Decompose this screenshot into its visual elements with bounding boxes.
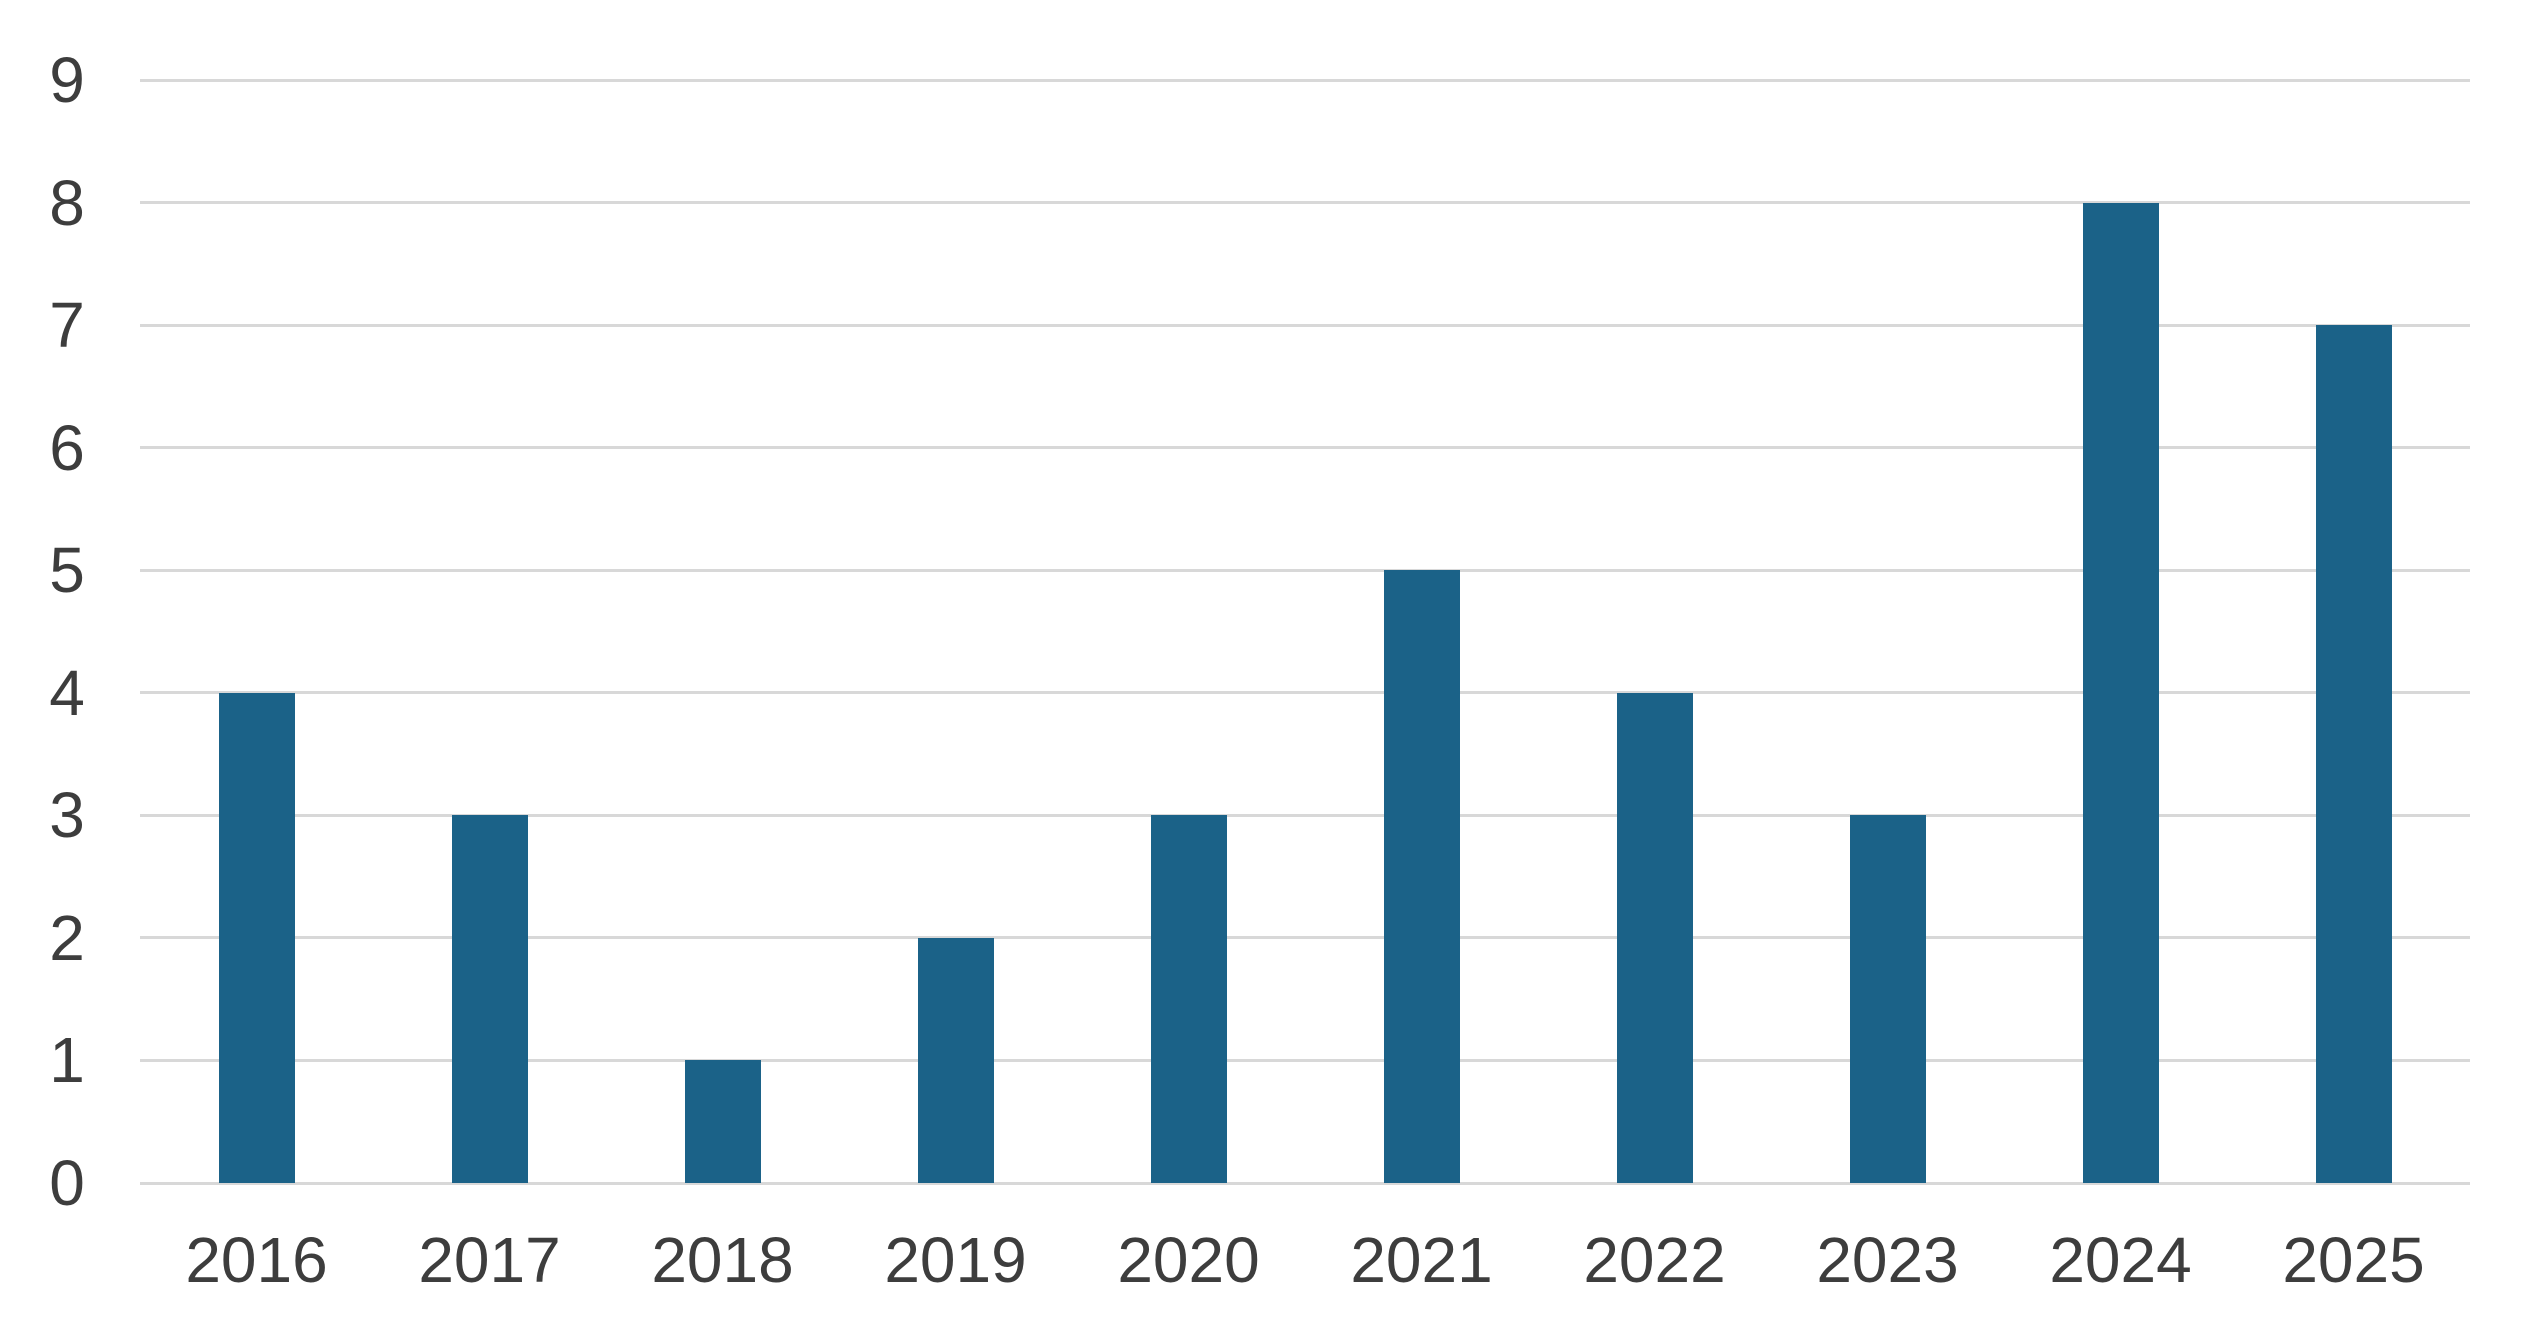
bar-2016[interactable] — [218, 692, 295, 1183]
bar-2024[interactable] — [2082, 202, 2159, 1183]
y-tick-label-6: 6 — [49, 411, 85, 484]
x-tick-label-2024: 2024 — [2049, 1224, 2192, 1296]
x-tick-label-2017: 2017 — [418, 1224, 561, 1296]
x-tick-label-2023: 2023 — [1816, 1224, 1959, 1296]
bar-2019[interactable] — [917, 937, 994, 1183]
x-tick-label-2019: 2019 — [884, 1224, 1027, 1296]
gridline-y-2 — [140, 936, 2470, 940]
y-tick-label-9: 9 — [49, 44, 85, 116]
x-tick-label-2025: 2025 — [2282, 1224, 2425, 1296]
y-tick-label-8: 8 — [49, 166, 85, 239]
gridline-y-8 — [140, 201, 2470, 205]
bar-2022[interactable] — [1616, 692, 1693, 1183]
bar-2018[interactable] — [684, 1060, 761, 1183]
gridline-y-6 — [140, 446, 2470, 450]
bar-2017[interactable] — [451, 815, 528, 1183]
x-tick-label-2021: 2021 — [1350, 1224, 1493, 1296]
bar-2021[interactable] — [1383, 570, 1460, 1183]
gridline-y-7 — [140, 323, 2470, 327]
gridline-y-9 — [140, 78, 2470, 82]
y-tick-label-3: 3 — [49, 779, 85, 852]
y-tick-label-7: 7 — [49, 289, 85, 362]
y-tick-label-4: 4 — [49, 656, 85, 729]
bar-2020[interactable] — [1150, 815, 1227, 1183]
gridline-y-3 — [140, 813, 2470, 817]
gridline-y-5 — [140, 568, 2470, 572]
gridline-y-1 — [140, 1058, 2470, 1062]
y-tick-label-0: 0 — [49, 1147, 85, 1219]
y-tick-label-1: 1 — [49, 1024, 85, 1097]
bar-2023[interactable] — [1849, 815, 1926, 1183]
x-tick-label-2016: 2016 — [185, 1224, 328, 1296]
x-tick-label-2022: 2022 — [1583, 1224, 1726, 1296]
gridline-y-4 — [140, 691, 2470, 695]
x-tick-label-2018: 2018 — [651, 1224, 794, 1296]
y-tick-label-5: 5 — [49, 534, 85, 607]
y-tick-label-2: 2 — [49, 901, 85, 974]
bar-2025[interactable] — [2315, 325, 2392, 1183]
gridline-y-0 — [140, 1181, 2470, 1185]
x-tick-label-2020: 2020 — [1117, 1224, 1260, 1296]
